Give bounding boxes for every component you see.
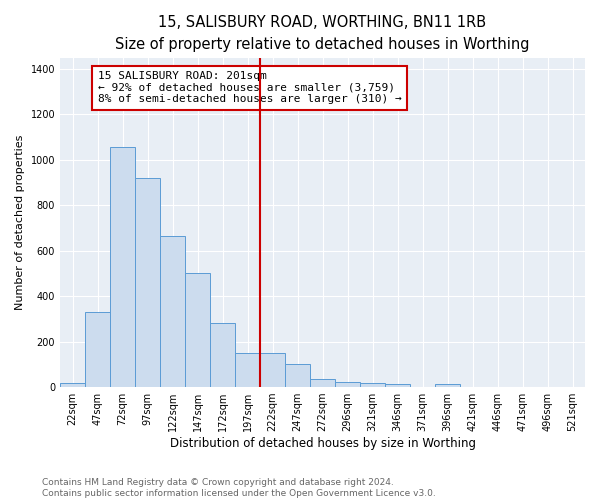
Text: Contains HM Land Registry data © Crown copyright and database right 2024.
Contai: Contains HM Land Registry data © Crown c… [42, 478, 436, 498]
Title: 15, SALISBURY ROAD, WORTHING, BN11 1RB
Size of property relative to detached hou: 15, SALISBURY ROAD, WORTHING, BN11 1RB S… [115, 15, 530, 52]
Bar [360, 382, 385, 387]
Bar [260, 353, 285, 387]
Bar [435, 384, 460, 387]
Bar [185, 274, 210, 387]
Bar [235, 353, 260, 387]
Bar [335, 382, 360, 387]
Bar [135, 178, 160, 387]
Bar [310, 379, 335, 387]
Bar [160, 236, 185, 387]
Bar [85, 312, 110, 387]
Bar [385, 384, 410, 387]
Bar [285, 364, 310, 387]
Bar [110, 148, 135, 387]
Bar [60, 382, 85, 387]
Bar [210, 324, 235, 387]
X-axis label: Distribution of detached houses by size in Worthing: Distribution of detached houses by size … [170, 437, 476, 450]
Text: 15 SALISBURY ROAD: 201sqm
← 92% of detached houses are smaller (3,759)
8% of sem: 15 SALISBURY ROAD: 201sqm ← 92% of detac… [98, 71, 401, 104]
Y-axis label: Number of detached properties: Number of detached properties [15, 134, 25, 310]
